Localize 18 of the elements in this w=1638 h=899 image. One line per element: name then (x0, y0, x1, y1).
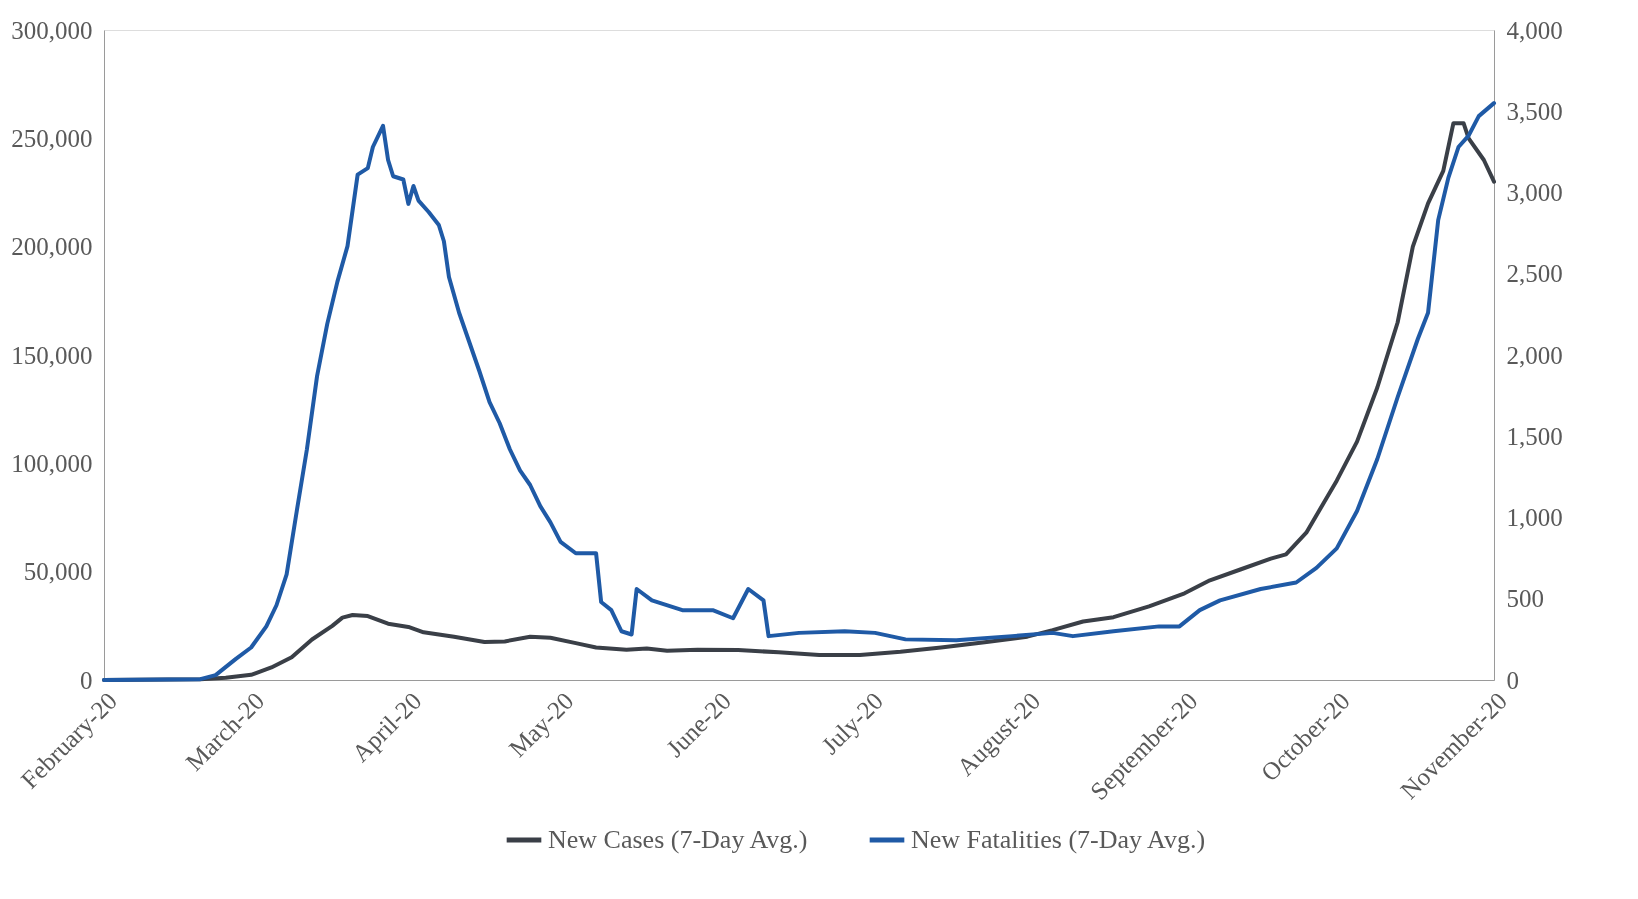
y2-tick-label: 1,500 (1506, 422, 1563, 450)
y-tick-label: 0 (80, 666, 93, 694)
y-tick-label: 250,000 (11, 124, 93, 152)
y2-tick-label: 2,000 (1506, 341, 1563, 369)
y-tick-label: 50,000 (23, 558, 93, 586)
legend-label: New Cases (7-Day Avg.) (548, 825, 808, 854)
y2-tick-label: 500 (1506, 585, 1544, 613)
legend-label: New Fatalities (7-Day Avg.) (911, 825, 1206, 854)
y2-tick-label: 0 (1506, 666, 1519, 694)
y-tick-label: 150,000 (11, 341, 93, 369)
y2-tick-label: 3,500 (1506, 97, 1563, 125)
y2-tick-label: 2,500 (1506, 260, 1563, 288)
y2-tick-label: 3,000 (1506, 179, 1563, 206)
y2-tick-label: 4,000 (1506, 16, 1563, 44)
y-tick-label: 100,000 (11, 449, 93, 477)
y-tick-label: 200,000 (11, 233, 93, 261)
y-tick-label: 300,000 (11, 16, 93, 44)
y2-tick-label: 1,000 (1506, 504, 1563, 531)
